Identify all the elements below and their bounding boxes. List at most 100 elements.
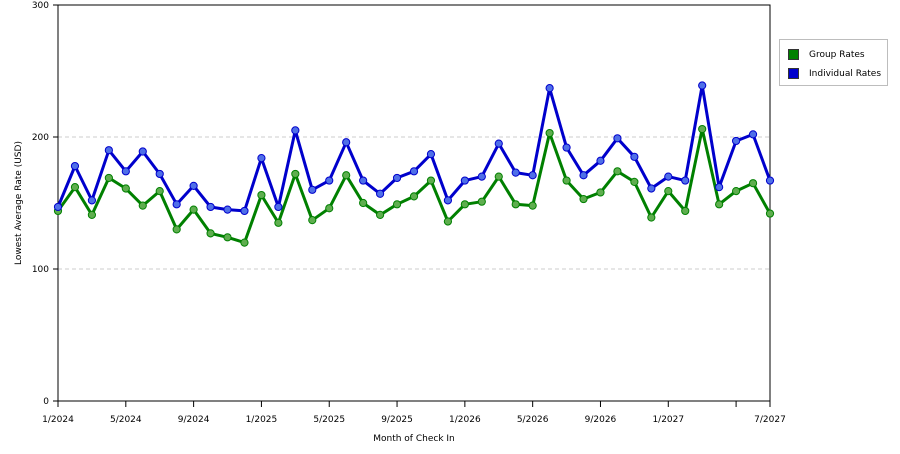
data-point-individual-rates — [681, 176, 690, 185]
data-point-individual-rates — [477, 172, 486, 181]
x-tick-label: 1/2026 — [449, 415, 481, 425]
data-point-group-rates — [630, 177, 639, 186]
data-point-individual-rates — [138, 147, 147, 156]
data-point-individual-rates — [630, 152, 639, 161]
data-point-group-rates — [155, 187, 164, 196]
data-point-individual-rates — [172, 200, 181, 209]
data-point-group-rates — [528, 201, 537, 210]
data-point-group-rates — [613, 167, 622, 176]
data-point-group-rates — [138, 201, 147, 210]
data-point-individual-rates — [308, 185, 317, 194]
data-point-individual-rates — [596, 156, 605, 165]
x-tick-label: 1/2027 — [652, 415, 684, 425]
data-point-individual-rates — [494, 139, 503, 148]
data-point-group-rates — [426, 176, 436, 185]
data-point-individual-rates — [53, 202, 63, 212]
x-tick-label: 1/2025 — [246, 415, 278, 425]
data-point-group-rates — [596, 188, 605, 197]
data-point-individual-rates — [223, 205, 232, 214]
x-tick-label: 1/2024 — [42, 415, 74, 425]
data-point-individual-rates — [70, 161, 80, 171]
x-axis-title: Month of Check In — [373, 434, 455, 444]
data-point-individual-rates — [325, 176, 334, 185]
data-point-individual-rates — [155, 169, 164, 179]
data-point-group-rates — [206, 229, 215, 238]
data-point-group-rates — [494, 172, 503, 181]
series-group-rates — [53, 124, 775, 247]
data-point-group-rates — [562, 176, 571, 185]
data-point-individual-rates — [647, 184, 656, 193]
data-point-group-rates — [121, 184, 130, 193]
data-point-group-rates — [70, 183, 80, 192]
legend-item-group-rates: Group Rates — [788, 49, 865, 60]
data-point-group-rates — [443, 217, 453, 226]
data-point-individual-rates — [121, 167, 130, 176]
data-point-individual-rates — [460, 176, 469, 185]
data-point-group-rates — [342, 171, 351, 180]
data-point-individual-rates — [698, 81, 707, 90]
data-point-group-rates — [409, 192, 419, 201]
data-point-group-rates — [392, 200, 402, 209]
data-point-group-rates — [359, 198, 368, 208]
y-tick-label: 300 — [32, 1, 49, 11]
data-point-individual-rates — [189, 181, 198, 190]
data-point-individual-rates — [342, 138, 351, 147]
data-point-individual-rates — [579, 171, 588, 180]
data-point-individual-rates — [274, 202, 283, 212]
data-point-group-rates — [765, 209, 775, 218]
y-axis-title: Lowest Average Rate (USD) — [14, 141, 24, 265]
data-point-group-rates — [257, 190, 266, 200]
y-tick-label: 100 — [32, 265, 49, 275]
y-tick-label: 200 — [32, 133, 49, 143]
data-point-group-rates — [375, 210, 385, 219]
data-point-individual-rates — [731, 136, 741, 146]
data-point-group-rates — [664, 187, 673, 196]
data-point-group-rates — [748, 179, 758, 188]
data-point-group-rates — [579, 194, 588, 204]
data-point-group-rates — [460, 200, 469, 209]
data-point-group-rates — [104, 173, 113, 183]
data-point-group-rates — [731, 187, 741, 196]
data-point-individual-rates — [257, 154, 266, 163]
data-point-group-rates — [698, 124, 707, 134]
data-point-individual-rates — [528, 171, 537, 180]
data-point-individual-rates — [545, 84, 554, 93]
data-point-group-rates — [223, 233, 232, 242]
data-point-group-rates — [87, 210, 97, 219]
data-point-group-rates — [240, 238, 249, 247]
series-lines — [53, 81, 775, 247]
x-tick-label: 5/2026 — [517, 415, 549, 425]
legend-swatch-group-rates — [788, 49, 799, 60]
data-point-individual-rates — [715, 183, 724, 192]
data-point-group-rates — [647, 213, 656, 222]
data-point-individual-rates — [87, 196, 97, 205]
legend-item-individual-rates: Individual Rates — [788, 68, 881, 79]
data-point-individual-rates — [426, 150, 436, 159]
data-point-group-rates — [681, 206, 690, 216]
legend-label-individual-rates: Individual Rates — [809, 68, 882, 79]
series-line-individual-rates — [56, 84, 772, 213]
legend: Group Rates Individual Rates — [779, 39, 888, 86]
data-point-individual-rates — [613, 134, 622, 143]
y-tick-label: 0 — [43, 397, 49, 407]
data-point-group-rates — [274, 218, 283, 227]
x-tick-label: 9/2024 — [178, 415, 210, 425]
data-point-individual-rates — [104, 146, 113, 155]
data-point-individual-rates — [562, 143, 571, 152]
data-point-individual-rates — [206, 202, 215, 212]
data-point-individual-rates — [375, 189, 385, 198]
data-point-individual-rates — [359, 176, 368, 185]
series-individual-rates — [53, 81, 775, 216]
data-point-individual-rates — [443, 196, 453, 205]
data-point-individual-rates — [409, 167, 419, 176]
data-point-individual-rates — [392, 173, 402, 183]
data-point-individual-rates — [765, 176, 775, 185]
legend-swatch-individual-rates — [788, 68, 799, 79]
data-point-group-rates — [715, 200, 724, 209]
data-point-group-rates — [325, 204, 334, 213]
legend-label-group-rates: Group Rates — [809, 49, 865, 60]
data-point-group-rates — [308, 216, 317, 225]
x-tick-label: 9/2025 — [381, 415, 413, 425]
